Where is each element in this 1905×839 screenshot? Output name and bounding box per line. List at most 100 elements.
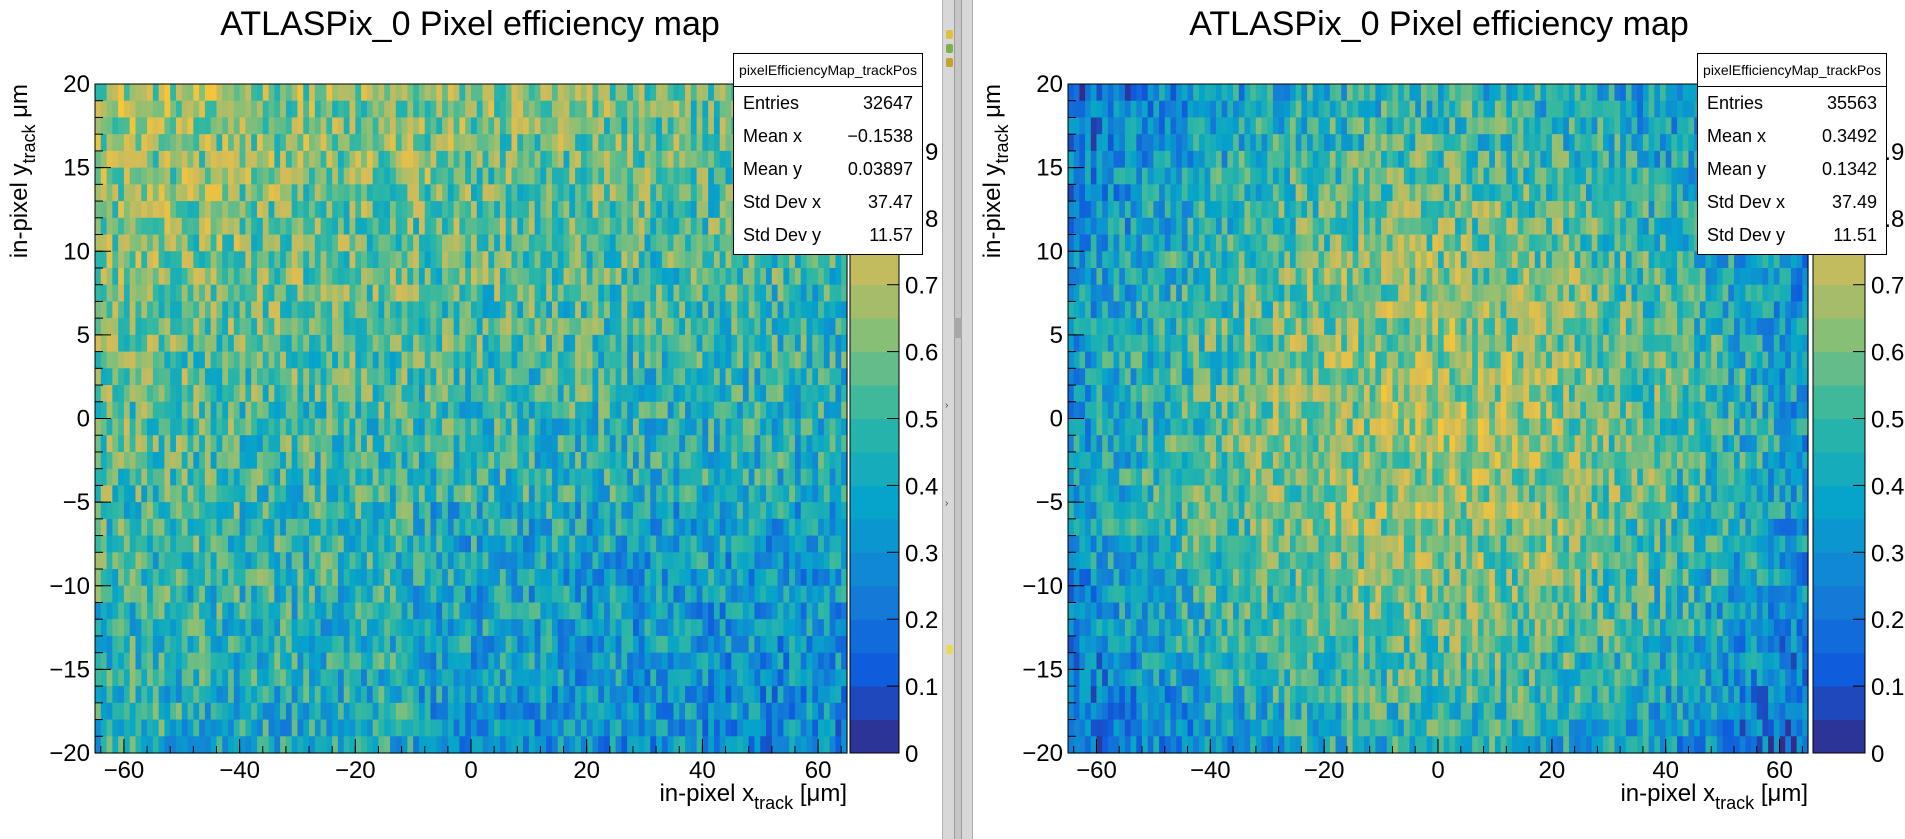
heatmap-cell [499,401,507,420]
heatmap-cell [181,134,189,152]
heatmap-cell [696,301,703,319]
heatmap-cell [395,702,403,721]
heatmap-cell [210,184,218,202]
heatmap-cell [696,552,703,570]
heatmap-cell [204,251,212,269]
heatmap-cell [690,100,698,119]
heatmap-cell [442,284,449,303]
heatmap-cell [355,451,362,470]
heatmap-cell [766,435,773,453]
heatmap-cell [228,167,235,185]
heatmap-cell [251,368,258,386]
heatmap-cell [447,585,455,604]
heatmap-cell [401,401,408,420]
heatmap-cell [789,585,796,604]
heatmap-cell [598,251,605,269]
heatmap-cell [326,318,333,336]
heatmap-cell [430,635,437,654]
heatmap-cell [551,535,559,553]
heatmap-cell [349,552,356,570]
heatmap-cell [181,385,189,403]
heatmap-cell [193,134,200,152]
heatmap-cell [609,117,617,135]
heatmap-cell [499,251,507,269]
heatmap-cell [152,635,160,654]
heatmap-cell [175,719,183,737]
heatmap-cell [303,401,310,420]
heatmap-cell [164,619,171,637]
heatmap-cell [661,234,669,252]
heatmap-cell [719,184,727,202]
heatmap-cell [580,552,588,570]
heatmap-cell [187,284,194,303]
heatmap-cell [337,451,345,470]
heatmap-cell [644,217,651,236]
heatmap-cell [193,251,200,269]
heatmap-cell [239,301,246,319]
heatmap-cell [615,150,622,169]
heatmap-cell [754,468,761,487]
heatmap-cell [615,84,622,102]
heatmap-cell [702,201,709,219]
heatmap-cell [228,669,235,687]
heatmap-cell [245,652,252,670]
heatmap-cell [233,284,241,303]
heatmap-cell [418,251,426,269]
heatmap-cell [100,318,108,336]
heatmap-cell [285,502,293,520]
heatmap-cell [401,569,408,587]
heatmap-cell [696,117,703,135]
heatmap-cell [170,552,177,570]
heatmap-cell [291,234,299,252]
heatmap-cell [395,535,403,553]
heatmap-cell [621,385,628,403]
heatmap-cell [725,301,732,319]
heatmap-cell [181,351,189,369]
heatmap-cell [204,686,212,704]
heatmap-cell [517,669,524,687]
heatmap-cell [372,569,380,587]
heatmap-cell [320,100,327,119]
heatmap-cell [274,217,281,236]
heatmap-cell [569,100,576,119]
heatmap-cell [262,284,270,303]
heatmap-cell [447,518,455,537]
heatmap-cell [291,686,299,704]
heatmap-cell [766,318,773,336]
heatmap-cell [430,569,437,587]
heatmap-cell [135,552,142,570]
heatmap-cell [239,201,246,219]
heatmap-cell [453,368,461,386]
heatmap-cell [129,468,137,487]
heatmap-cell [546,301,553,319]
heatmap-cell [494,201,501,219]
heatmap-cell [447,485,455,503]
heatmap-cell [407,485,414,503]
heatmap-cell [418,719,426,737]
heatmap-cell [760,585,767,604]
heatmap-cell [424,368,432,386]
heatmap-cell [349,686,356,704]
heatmap-cell [222,619,229,637]
heatmap-cell [580,234,588,252]
heatmap-cell [563,201,570,219]
heatmap-cell [384,669,391,687]
heatmap-cell [650,485,657,503]
heatmap-cell [650,686,657,704]
heatmap-cell [488,619,495,637]
heatmap-cell [100,234,108,252]
heatmap-cell [95,84,102,102]
heatmap-cell [95,702,102,721]
heatmap-cell [494,184,501,202]
heatmap-cell [806,468,813,487]
heatmap-cell [106,502,113,520]
heatmap-cell [326,435,333,453]
heatmap-cell [147,485,154,503]
heatmap-cell [361,468,368,487]
heatmap-cell [355,201,362,219]
heatmap-cell [343,451,351,470]
heatmap-cell [314,385,322,403]
heatmap-cell [158,284,166,303]
heatmap-cell [204,485,212,503]
heatmap-cell [702,518,709,537]
